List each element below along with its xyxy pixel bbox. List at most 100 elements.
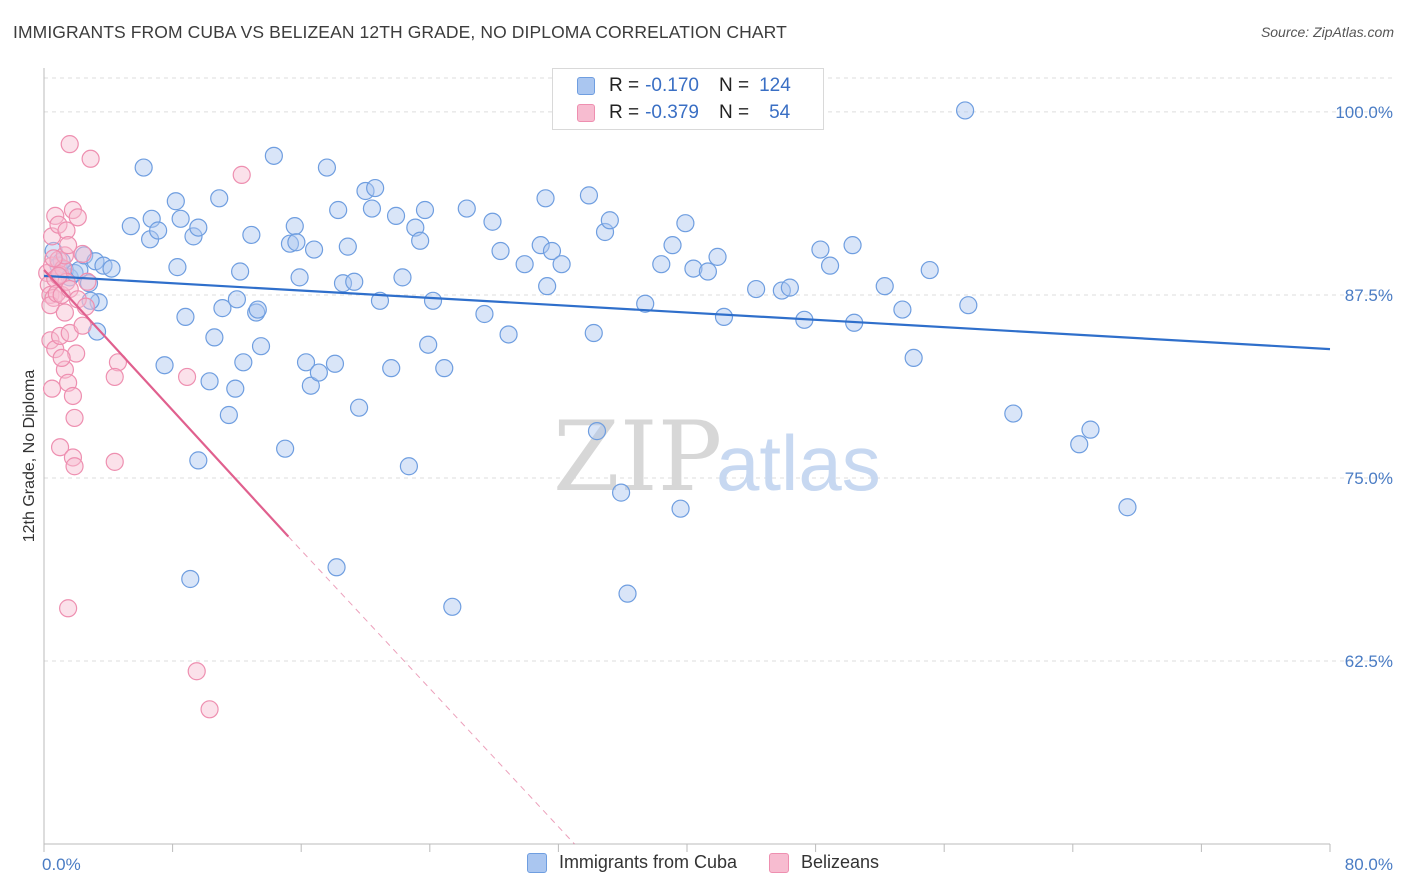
data-point xyxy=(684,259,703,278)
data-point xyxy=(55,246,74,265)
data-point xyxy=(370,291,390,310)
legend-swatch-belizeans xyxy=(769,852,789,873)
x-tick-label-max: 80.0% xyxy=(1345,855,1393,874)
data-point xyxy=(393,268,412,287)
trend-line-belizeans xyxy=(43,269,290,538)
data-point xyxy=(226,379,245,398)
data-point xyxy=(714,307,734,327)
data-point xyxy=(386,206,406,225)
legend-swatch-belizeans xyxy=(577,104,595,122)
data-point xyxy=(415,200,435,220)
data-point xyxy=(168,258,187,277)
legend-item-belizeans: Belizeans xyxy=(769,852,879,873)
data-point xyxy=(177,367,197,387)
legend-swatch-cuba xyxy=(526,852,547,873)
data-point xyxy=(42,379,62,398)
data-point xyxy=(189,451,208,470)
data-point xyxy=(959,296,978,315)
legend-label-cuba: Immigrants from Cuba xyxy=(558,852,737,872)
legend-r-value: -0.170 xyxy=(645,75,699,96)
data-point xyxy=(457,199,476,218)
y-tick-label: 87.5% xyxy=(1345,286,1393,305)
data-point xyxy=(338,237,357,256)
data-point xyxy=(247,303,266,322)
data-point xyxy=(1118,498,1137,517)
data-point xyxy=(349,398,369,417)
data-point xyxy=(67,344,86,363)
legend-n-label: N = xyxy=(718,75,750,96)
data-point xyxy=(587,422,607,441)
data-point xyxy=(102,259,121,278)
data-point xyxy=(317,158,337,177)
data-point xyxy=(65,457,84,476)
data-point xyxy=(176,307,195,327)
data-point xyxy=(65,408,84,428)
data-point xyxy=(893,300,912,319)
data-point xyxy=(108,353,128,372)
y-tick-labels: 100.0% 87.5% 75.0% 62.5% xyxy=(1335,103,1393,671)
data-point xyxy=(362,199,382,218)
data-point xyxy=(955,101,975,120)
data-point xyxy=(60,135,79,154)
data-point xyxy=(595,222,615,242)
data-point xyxy=(329,200,348,220)
data-point xyxy=(41,331,60,350)
data-point xyxy=(166,192,185,211)
data-point xyxy=(708,247,727,266)
data-point xyxy=(242,225,261,245)
data-point xyxy=(234,353,253,372)
data-point xyxy=(676,214,695,233)
data-point xyxy=(78,272,97,291)
legend-item-cuba: Immigrants from Cuba xyxy=(526,852,737,873)
data-point xyxy=(636,294,655,313)
data-point xyxy=(205,328,224,347)
data-point xyxy=(41,296,60,315)
legend-r-label: R = xyxy=(609,102,640,123)
x-tick-label-min: 0.0% xyxy=(42,855,81,874)
data-point xyxy=(345,272,364,291)
source-label: Source: ZipAtlas.com xyxy=(1260,24,1394,40)
data-point xyxy=(171,209,190,228)
data-point xyxy=(491,241,510,261)
data-point xyxy=(1004,404,1023,423)
data-point xyxy=(287,233,306,252)
x-ticks xyxy=(43,844,1331,852)
watermark: ZIP atlas xyxy=(553,401,881,513)
data-point xyxy=(280,234,300,253)
data-point xyxy=(618,584,637,603)
data-point xyxy=(59,236,78,255)
data-point xyxy=(57,221,76,240)
data-point xyxy=(309,363,328,382)
data-point xyxy=(105,367,124,387)
trend-lines xyxy=(43,269,1331,845)
data-point xyxy=(1081,420,1100,439)
data-point xyxy=(475,304,494,324)
data-point xyxy=(671,499,690,518)
data-point xyxy=(55,303,74,322)
data-point xyxy=(325,354,345,373)
data-point xyxy=(499,325,518,344)
data-point xyxy=(542,241,562,261)
data-point xyxy=(780,278,799,297)
data-point xyxy=(366,178,385,198)
legend-r-label: R = xyxy=(609,75,640,96)
watermark-atlas: atlas xyxy=(716,419,881,507)
y-tick-label: 75.0% xyxy=(1345,469,1393,488)
legend-bottom: Immigrants from Cuba Belizeans xyxy=(0,852,1406,873)
legend-n-label: N = xyxy=(718,102,750,123)
data-point xyxy=(843,236,862,255)
watermark-zip: ZIP xyxy=(553,401,722,513)
data-point xyxy=(698,262,717,281)
data-point xyxy=(304,240,324,259)
data-point xyxy=(155,356,174,375)
legend-n-value: 124 xyxy=(759,75,791,96)
data-point xyxy=(663,236,682,255)
data-point xyxy=(875,277,894,296)
data-point xyxy=(536,189,555,208)
data-point xyxy=(531,236,550,255)
chart-title: IMMIGRANTS FROM CUBA VS BELIZEAN 12TH GR… xyxy=(13,22,787,42)
data-point xyxy=(59,599,78,618)
data-point xyxy=(301,376,320,395)
data-point xyxy=(820,256,840,275)
